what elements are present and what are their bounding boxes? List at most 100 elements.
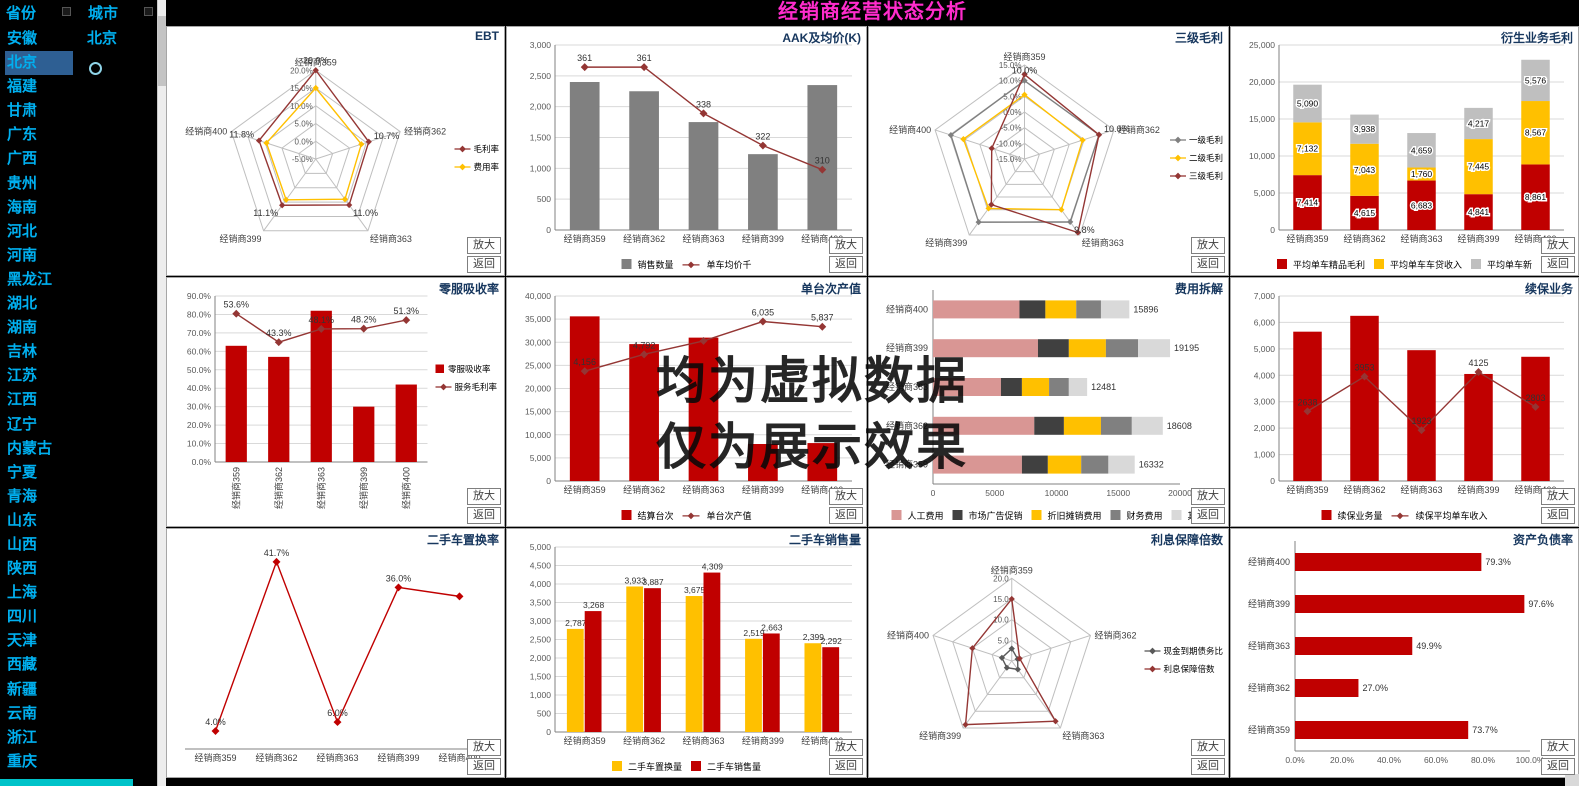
svg-text:二级毛利: 二级毛利	[1189, 153, 1223, 163]
svg-text:现金到期债务比: 现金到期债务比	[1164, 646, 1224, 656]
back-button[interactable]: 返回	[1541, 758, 1575, 775]
svg-text:40,000: 40,000	[525, 291, 551, 301]
province-item[interactable]: 云南	[7, 704, 38, 722]
province-item[interactable]: 贵州	[7, 174, 38, 192]
province-item[interactable]: 广西	[7, 150, 38, 168]
svg-text:经销商400: 经销商400	[801, 735, 843, 746]
province-item[interactable]: 湖北	[7, 295, 38, 313]
back-button[interactable]: 返回	[1191, 256, 1225, 273]
svg-text:5,090: 5,090	[1297, 99, 1319, 109]
panel-lingfu-xishoulv: 零服吸收率 0.0% 10.0% 20.0% 30.0% 40.0% 50.0% 60.0%…	[166, 277, 505, 527]
province-item[interactable]: 山西	[7, 535, 38, 553]
province-item[interactable]: 山东	[7, 511, 38, 529]
province-item[interactable]: 湖南	[7, 319, 38, 337]
province-item[interactable]: 重庆	[7, 752, 38, 770]
svg-text:2,663: 2,663	[761, 622, 783, 632]
zoom-button[interactable]: 放大	[1541, 488, 1575, 505]
zoom-button[interactable]: 放大	[829, 739, 863, 756]
province-item[interactable]: 青海	[7, 487, 38, 505]
zoom-button[interactable]: 放大	[1541, 237, 1575, 254]
province-filter-icon[interactable]	[62, 7, 71, 16]
svg-text:经销商400: 经销商400	[1514, 484, 1556, 495]
chart-title-sanji-maoli: 三级毛利	[1174, 31, 1223, 45]
back-button[interactable]: 返回	[1191, 758, 1225, 775]
back-button[interactable]: 返回	[1191, 507, 1225, 524]
city-filter-icon[interactable]	[144, 7, 153, 16]
svg-text:经销商362: 经销商362	[273, 467, 284, 509]
svg-text:经销商359: 经销商359	[295, 56, 337, 67]
svg-text:3,938: 3,938	[1354, 124, 1376, 134]
zoom-button[interactable]: 放大	[1191, 488, 1225, 505]
svg-text:16332: 16332	[1139, 460, 1164, 470]
province-item[interactable]: 福建	[7, 78, 38, 96]
zoom-button[interactable]: 放大	[829, 237, 863, 254]
svg-text:2,292: 2,292	[821, 636, 843, 646]
scrollbar-thumb[interactable]	[158, 16, 166, 86]
svg-text:1,000: 1,000	[1254, 450, 1276, 460]
province-item[interactable]: 甘肃	[7, 102, 38, 120]
province-item[interactable]: 海南	[7, 198, 38, 216]
svg-text:7,445: 7,445	[1468, 162, 1490, 172]
province-item[interactable]: 四川	[7, 608, 38, 626]
svg-text:6.0%: 6.0%	[327, 708, 348, 718]
svg-text:12481: 12481	[1091, 382, 1116, 392]
province-item[interactable]: 内蒙古	[7, 439, 53, 457]
province-item[interactable]: 河北	[7, 222, 38, 240]
svg-text:3,933: 3,933	[625, 575, 647, 585]
svg-text:二手车销售量: 二手车销售量	[707, 761, 761, 772]
svg-text:经销商400: 经销商400	[801, 233, 843, 244]
province-item[interactable]: 北京	[5, 51, 73, 76]
province-item[interactable]: 安徽	[7, 30, 38, 47]
zoom-button[interactable]: 放大	[467, 488, 501, 505]
province-item[interactable]: 天津	[7, 632, 38, 650]
province-item[interactable]: 黑龙江	[7, 270, 53, 288]
city-scroll-ring-icon[interactable]	[89, 62, 102, 75]
svg-text:折旧摊销费用: 折旧摊销费用	[1048, 510, 1102, 521]
svg-text:5,000: 5,000	[530, 542, 552, 552]
province-item[interactable]: 江西	[7, 391, 38, 409]
province-item[interactable]: 江苏	[7, 367, 38, 385]
back-button[interactable]: 返回	[1541, 256, 1575, 273]
svg-text:-10.0%: -10.0%	[996, 139, 1021, 148]
back-button[interactable]: 返回	[467, 758, 501, 775]
svg-text:0: 0	[931, 488, 936, 498]
svg-text:40.0%: 40.0%	[1377, 755, 1402, 765]
province-item[interactable]: 新疆	[7, 680, 38, 698]
svg-text:1,000: 1,000	[530, 163, 552, 173]
back-button[interactable]: 返回	[829, 507, 863, 524]
back-button[interactable]: 返回	[467, 256, 501, 273]
back-button[interactable]: 返回	[829, 758, 863, 775]
province-item[interactable]: 西藏	[7, 656, 38, 674]
province-item[interactable]: 上海	[7, 584, 38, 602]
aak-bar-line-chart: 0 500 1,000 1,500 2,000 2,500 3,000 经销商359 经销商36…	[530, 40, 852, 270]
province-item[interactable]: 广东	[7, 126, 38, 144]
province-item[interactable]: 河南	[7, 246, 38, 264]
svg-text:经销商363: 经销商363	[1400, 233, 1442, 244]
zoom-button[interactable]: 放大	[1541, 739, 1575, 756]
province-item[interactable]: 浙江	[7, 728, 38, 746]
svg-text:毛利率: 毛利率	[474, 144, 500, 154]
back-button[interactable]: 返回	[467, 507, 501, 524]
province-item[interactable]: 陕西	[7, 560, 38, 578]
panel-ershouche-zhihuanlv: 二手车置换率 经销商359 经销商362 经销商363 经销商399 经销商400 4.0…	[166, 528, 505, 778]
back-button[interactable]: 返回	[829, 256, 863, 273]
svg-text:20000: 20000	[1168, 488, 1192, 498]
province-item[interactable]: 吉林	[7, 343, 38, 361]
svg-text:经销商362: 经销商362	[1118, 124, 1160, 135]
chart-title-yansheng-yewu: 衍生业务毛利	[1500, 31, 1573, 45]
svg-text:平均单车新: 平均单车新	[1487, 259, 1532, 270]
zoom-button[interactable]: 放大	[1191, 237, 1225, 254]
zoom-button[interactable]: 放大	[467, 739, 501, 756]
svg-text:79.3%: 79.3%	[1485, 557, 1511, 567]
zoom-button[interactable]: 放大	[467, 237, 501, 254]
province-item[interactable]: 宁夏	[7, 463, 38, 481]
back-button[interactable]: 返回	[1541, 507, 1575, 524]
city-item[interactable]: 北京	[87, 30, 118, 47]
svg-text:单车均价千: 单车均价千	[707, 259, 752, 270]
province-item[interactable]: 辽宁	[7, 415, 38, 433]
svg-text:经销商399: 经销商399	[886, 342, 928, 353]
zoom-button[interactable]: 放大	[1191, 739, 1225, 756]
sidebar-scrollbar[interactable]	[157, 0, 166, 786]
chart-title-zhihuanlv: 二手车置换率	[426, 533, 499, 547]
zoom-button[interactable]: 放大	[829, 488, 863, 505]
